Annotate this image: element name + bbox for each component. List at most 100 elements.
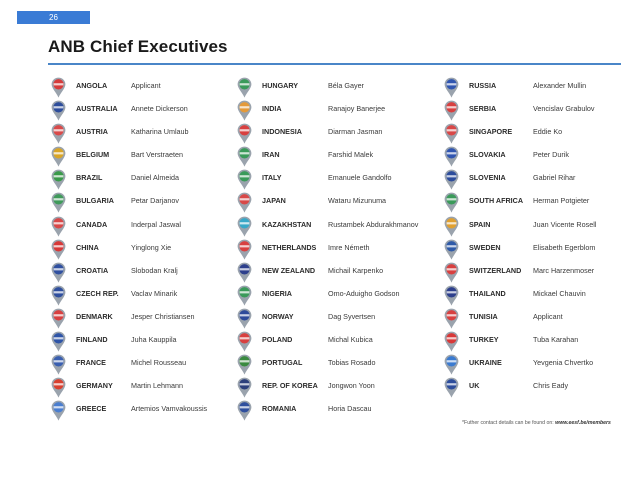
executive-row: FINLAND Juha Kauppila <box>50 330 250 353</box>
flag-pin-icon <box>51 100 66 121</box>
executive-name: Diarman Jasman <box>328 127 383 137</box>
executive-row: GERMANY Martin Lehmann <box>50 376 250 399</box>
flag-pin-icon <box>237 193 252 214</box>
country-name: JAPAN <box>262 196 286 206</box>
country-name: REP. OF KOREA <box>262 381 318 391</box>
country-name: BULGARIA <box>76 196 114 206</box>
country-name: DENMARK <box>76 311 113 321</box>
executive-name: Juan Vicente Rosell <box>533 219 597 229</box>
executive-row: TUNISIA Applicant <box>443 307 641 330</box>
executive-name: Rustambek Abdurakhmanov <box>328 219 419 229</box>
executive-name: Annete Dickerson <box>131 104 188 114</box>
executive-row: POLAND Michal Kubica <box>236 330 436 353</box>
country-name: SWITZERLAND <box>469 265 522 275</box>
executive-row: AUSTRIA Katharina Umlaub <box>50 122 250 145</box>
country-name: ROMANIA <box>262 404 297 414</box>
executive-name: Gabriel Rihar <box>533 173 576 183</box>
flag-pin-icon <box>51 239 66 260</box>
flag-pin-icon <box>237 100 252 121</box>
flag-pin-icon <box>444 285 459 306</box>
flag-pin-icon <box>237 400 252 421</box>
executive-row: AUSTRALIA Annete Dickerson <box>50 99 250 122</box>
executive-row: REP. OF KOREA Jongwon Yoon <box>236 376 436 399</box>
executive-name: Imre Németh <box>328 242 370 252</box>
flag-pin-icon <box>444 169 459 190</box>
executive-row: GREECE Artemios Vamvakoussis <box>50 399 250 422</box>
flag-pin-icon <box>51 377 66 398</box>
executive-row: SPAIN Juan Vicente Rosell <box>443 215 641 238</box>
country-name: BELGIUM <box>76 150 110 160</box>
flag-pin-icon <box>51 262 66 283</box>
country-name: CROATIA <box>76 265 109 275</box>
executive-name: Chris Eady <box>533 381 569 391</box>
country-name: POLAND <box>262 335 293 345</box>
flag-pin-icon <box>237 77 252 98</box>
flag-pin-icon <box>51 285 66 306</box>
flag-pin-icon <box>237 169 252 190</box>
country-name: SERBIA <box>469 104 497 114</box>
executive-name: Tuba Karahan <box>533 335 579 345</box>
page-number-badge: 26 <box>17 11 90 24</box>
executive-name: Horia Dascau <box>328 404 372 414</box>
executive-row: NETHERLANDS Imre Németh <box>236 238 436 261</box>
country-name: NETHERLANDS <box>262 242 317 252</box>
executive-row: PORTUGAL Tobias Rosado <box>236 353 436 376</box>
executive-row: NIGERIA Omo-Aduigho Godson <box>236 284 436 307</box>
country-name: UKRAINE <box>469 358 502 368</box>
executive-row: DENMARK Jesper Christiansen <box>50 307 250 330</box>
country-name: CHINA <box>76 242 99 252</box>
flag-pin-icon <box>51 331 66 352</box>
executive-name: Tobias Rosado <box>328 358 376 368</box>
flag-pin-icon <box>51 169 66 190</box>
executive-name: Juha Kauppila <box>131 335 177 345</box>
executive-row: KAZAKHSTAN Rustambek Abdurakhmanov <box>236 215 436 238</box>
executive-row: ANGOLA Applicant <box>50 76 250 99</box>
executive-name: Bart Verstraeten <box>131 150 183 160</box>
executive-row: JAPAN Wataru Mizunuma <box>236 191 436 214</box>
flag-pin-icon <box>444 239 459 260</box>
country-name: AUSTRALIA <box>76 104 118 114</box>
country-name: NEW ZEALAND <box>262 265 316 275</box>
executive-row: BELGIUM Bart Verstraeten <box>50 145 250 168</box>
flag-pin-icon <box>237 239 252 260</box>
executive-name: Yinglong Xie <box>131 242 172 252</box>
flag-pin-icon <box>237 146 252 167</box>
flag-pin-icon <box>51 354 66 375</box>
executive-row: SINGAPORE Eddie Ko <box>443 122 641 145</box>
country-name: THAILAND <box>469 288 506 298</box>
footnote-url: www.eesf.be/members <box>555 420 611 426</box>
executive-row: SERBIA Vencislav Grabulov <box>443 99 641 122</box>
country-name: NORWAY <box>262 311 294 321</box>
country-name: CANADA <box>76 219 108 229</box>
country-name: SINGAPORE <box>469 127 513 137</box>
executive-row: NORWAY Dag Syvertsen <box>236 307 436 330</box>
country-name: NIGERIA <box>262 288 292 298</box>
executive-name: Dag Syvertsen <box>328 311 376 321</box>
executive-name: Elisabeth Egerblom <box>533 242 596 252</box>
contact-footnote: *Futher contact details can be found on:… <box>462 420 611 426</box>
executive-name: Michel Rousseau <box>131 358 187 368</box>
executive-row: SLOVAKIA Peter Durik <box>443 145 641 168</box>
executive-row: INDIA Ranajoy Banerjee <box>236 99 436 122</box>
executive-name: Farshid Malek <box>328 150 374 160</box>
country-name: IRAN <box>262 150 280 160</box>
flag-pin-icon <box>444 146 459 167</box>
flag-pin-icon <box>237 262 252 283</box>
country-name: SPAIN <box>469 219 491 229</box>
executive-name: Vaclav Minarik <box>131 288 178 298</box>
executive-name: Inderpal Jaswal <box>131 219 181 229</box>
country-name: ITALY <box>262 173 282 183</box>
executive-name: Artemios Vamvakoussis <box>131 404 208 414</box>
title-divider <box>48 63 621 65</box>
executive-name: Applicant <box>533 311 563 321</box>
executive-row: IRAN Farshid Malek <box>236 145 436 168</box>
flag-pin-icon <box>444 193 459 214</box>
executive-name: Martin Lehmann <box>131 381 183 391</box>
executive-name: Vencislav Grabulov <box>533 104 595 114</box>
flag-pin-icon <box>237 216 252 237</box>
executive-row: UK Chris Eady <box>443 376 641 399</box>
executive-row: CANADA Inderpal Jaswal <box>50 215 250 238</box>
country-name: SOUTH AFRICA <box>469 196 524 206</box>
executive-row: CZECH REP. Vaclav Minarik <box>50 284 250 307</box>
country-name: KAZAKHSTAN <box>262 219 312 229</box>
